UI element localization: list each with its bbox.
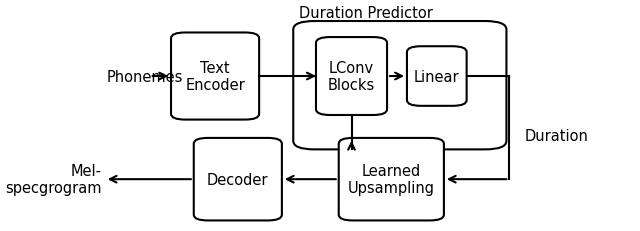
Text: LConv
Blocks: LConv Blocks (328, 61, 375, 93)
Text: Linear: Linear (414, 69, 460, 84)
FancyBboxPatch shape (407, 47, 467, 106)
FancyBboxPatch shape (316, 38, 387, 115)
Text: Decoder: Decoder (207, 172, 269, 187)
Text: Duration Predictor: Duration Predictor (299, 6, 433, 21)
Text: Duration: Duration (525, 129, 589, 143)
FancyBboxPatch shape (171, 33, 259, 120)
Text: Text
Encoder: Text Encoder (185, 61, 245, 93)
Text: Learned
Upsampling: Learned Upsampling (348, 163, 435, 195)
Text: Mel-
specgrogram: Mel- specgrogram (6, 163, 102, 195)
FancyBboxPatch shape (339, 138, 444, 220)
FancyBboxPatch shape (293, 22, 506, 150)
FancyBboxPatch shape (194, 138, 282, 220)
Text: Phonemes: Phonemes (107, 69, 184, 84)
